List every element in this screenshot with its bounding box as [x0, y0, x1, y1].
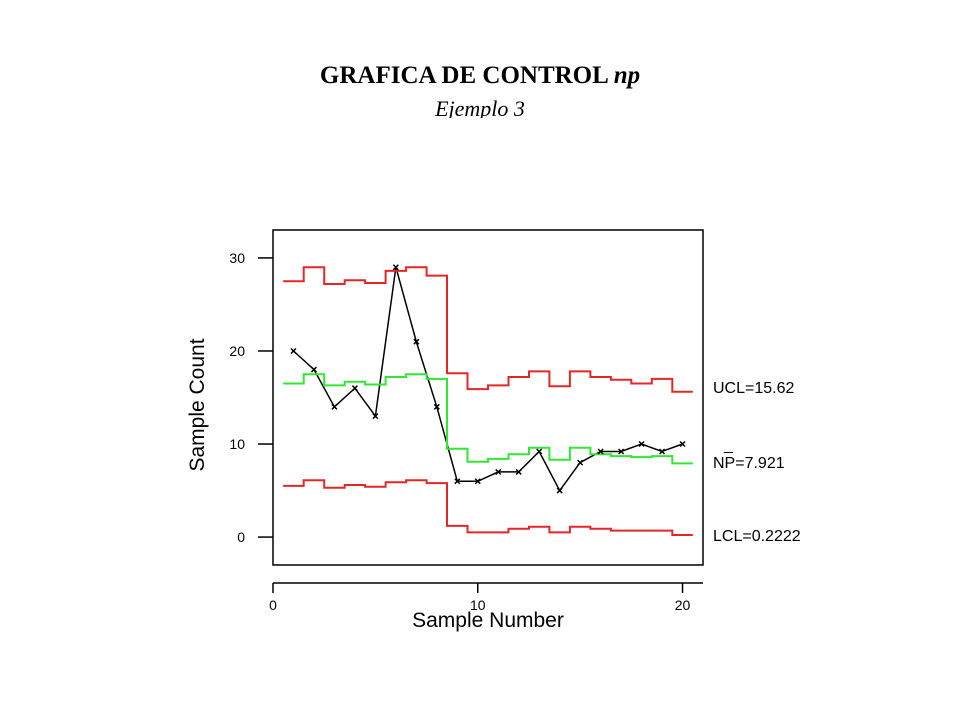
data-point-stroke: [679, 440, 686, 448]
plot-frame: [272, 229, 704, 566]
x-axis-title: Sample Number: [412, 609, 564, 632]
ucl-label: UCL=15.62: [713, 380, 794, 397]
series-group: [283, 266, 693, 536]
center-np-step-line: [283, 373, 693, 465]
data-point: [536, 448, 543, 455]
data-point: [638, 440, 645, 448]
data-point: [351, 385, 358, 392]
data-point: [495, 468, 502, 475]
data-point-stroke: [413, 338, 420, 345]
y-tick-label: 30: [229, 250, 245, 266]
data-point-stroke: [433, 403, 440, 410]
marker-group: [290, 264, 686, 494]
data-point-stroke: [331, 403, 338, 410]
plot-frame-group: [272, 229, 704, 566]
data-point-stroke: [454, 478, 461, 485]
np-label: NP=7.921: [713, 455, 785, 472]
data-point-stroke: [577, 459, 584, 466]
x-tick-label: 0: [269, 597, 277, 613]
x-tick-label: 10: [470, 597, 486, 613]
data-point: [515, 468, 522, 475]
data-point: [454, 478, 461, 485]
data-point: [679, 440, 686, 448]
chart-title-np: np: [613, 62, 641, 89]
axes-group: 0 10 20 30 0 10 20: [229, 250, 703, 613]
data-point-stroke: [474, 478, 481, 485]
y-tick-label: 20: [229, 343, 245, 359]
data-point: [290, 347, 297, 355]
data-point-stroke: [351, 385, 358, 392]
data-point: [618, 448, 625, 455]
data-point-stroke: [515, 468, 522, 475]
data-point-stroke: [290, 347, 297, 355]
data-point: [310, 366, 317, 373]
data-point-stroke: [618, 448, 625, 455]
np-bar-mark: _: [723, 437, 734, 454]
data-point: [331, 403, 338, 410]
data-point: [659, 448, 666, 455]
data-point-stroke: [597, 448, 604, 455]
data-point-stroke: [372, 413, 379, 420]
data-point-stroke: [495, 468, 502, 475]
sample-count-line: [292, 267, 683, 493]
chart-title-text: GRAFICA DE CONTROL: [319, 62, 608, 89]
chart-title: GRAFICA DE CONTROL np: [0, 62, 960, 90]
y-tick-label: 0: [237, 529, 245, 545]
data-point: [597, 448, 604, 455]
data-point-stroke: [536, 448, 543, 455]
data-point: [392, 264, 399, 271]
lcl-step-line: [283, 479, 693, 536]
x-tick-label: 20: [675, 597, 691, 613]
data-point-stroke: [310, 366, 317, 373]
lcl-label: LCL=0.2222: [713, 528, 801, 545]
data-point-stroke: [556, 487, 563, 494]
ucl-step-line: [283, 266, 693, 393]
data-point: [413, 338, 420, 345]
data-point: [372, 413, 379, 420]
data-point: [474, 478, 481, 485]
y-axis-title: Sample Count: [186, 338, 209, 471]
data-point-stroke: [659, 448, 666, 455]
data-point-stroke: [638, 440, 645, 448]
data-point: [577, 459, 584, 466]
y-tick-label: 10: [229, 436, 245, 452]
data-point: [433, 403, 440, 410]
chart-subtitle: Ejemplo 3: [435, 96, 525, 118]
data-point-stroke: [392, 264, 399, 271]
data-point: [556, 487, 563, 494]
